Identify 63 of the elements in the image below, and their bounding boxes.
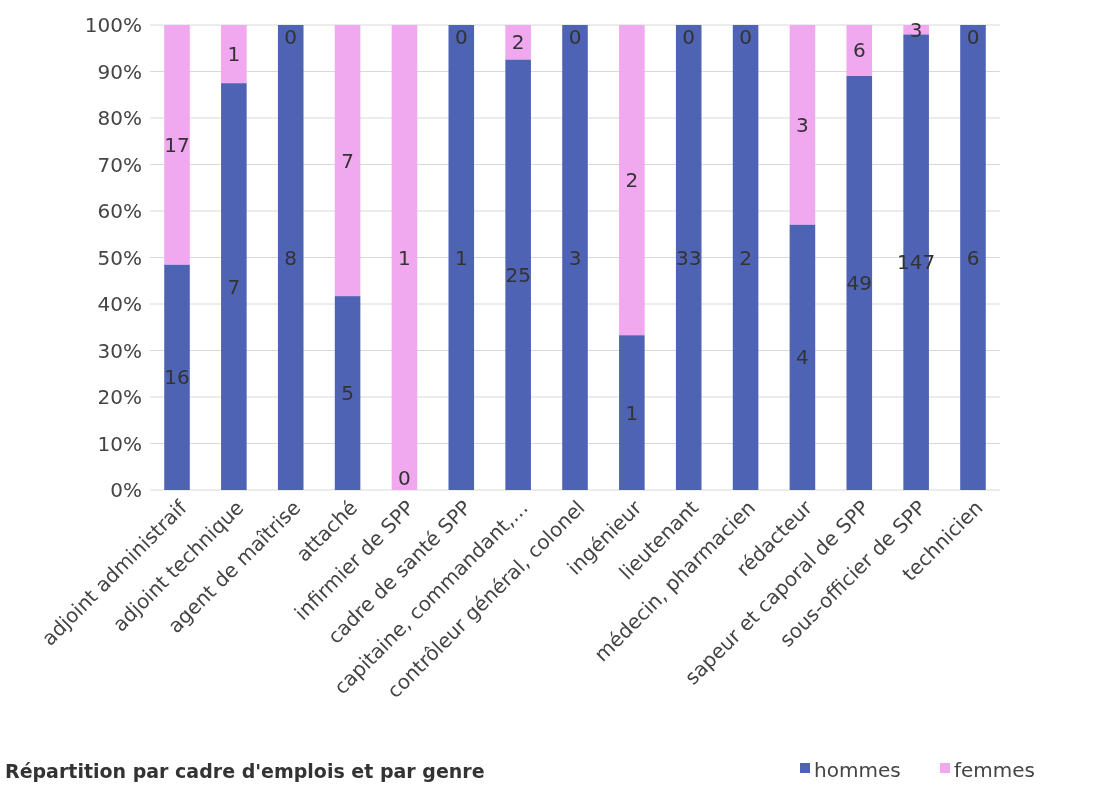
bar bbox=[789, 25, 816, 225]
bar bbox=[675, 25, 702, 490]
y-tick-label: 0% bbox=[110, 478, 142, 502]
y-tick-label: 90% bbox=[97, 59, 142, 84]
annotation: 1 bbox=[398, 245, 411, 270]
annotation: 17 bbox=[164, 132, 190, 157]
bar bbox=[334, 25, 361, 297]
bar bbox=[164, 264, 190, 490]
annotation: 1 bbox=[454, 245, 468, 270]
annotation: 0 bbox=[398, 466, 411, 490]
annotation: 2 bbox=[625, 168, 639, 193]
y-tick-label: 60% bbox=[97, 199, 142, 223]
annotation: 4 bbox=[796, 345, 809, 370]
bar bbox=[789, 224, 816, 490]
annotation: 7 bbox=[341, 148, 354, 173]
annotation: 3 bbox=[796, 112, 809, 137]
annotation: 0 bbox=[568, 25, 582, 49]
bar bbox=[732, 25, 759, 490]
bar bbox=[960, 25, 986, 490]
y-tick-label: 100% bbox=[84, 13, 142, 37]
bar bbox=[505, 59, 531, 490]
annotation: 33 bbox=[675, 245, 702, 270]
text: Répartition par cadre d'emplois et par genre bbox=[5, 760, 485, 782]
y-tick-label: 80% bbox=[97, 106, 142, 130]
y-tick-label: 40% bbox=[97, 292, 142, 316]
annotation: 2 bbox=[739, 245, 752, 270]
bar bbox=[221, 25, 247, 84]
bar bbox=[505, 25, 531, 60]
bar bbox=[846, 25, 873, 76]
annotation: 0 bbox=[682, 25, 696, 49]
annotation: 0 bbox=[454, 25, 468, 49]
bar bbox=[448, 25, 475, 490]
legend-label: hommes bbox=[814, 758, 901, 782]
annotation: 2 bbox=[511, 30, 525, 55]
bar bbox=[619, 335, 645, 490]
y-tick-label: 70% bbox=[97, 152, 142, 177]
bar bbox=[562, 25, 588, 490]
annotation: 6 bbox=[852, 38, 866, 63]
annotation: 3 bbox=[568, 245, 582, 270]
bar bbox=[334, 296, 361, 490]
legend-label: femmes bbox=[954, 758, 1036, 782]
annotation: 6 bbox=[966, 245, 980, 270]
annotation: 25 bbox=[505, 262, 531, 287]
annotation: 7 bbox=[227, 274, 241, 299]
y-tick-label: 50% bbox=[97, 245, 142, 270]
annotation: 0 bbox=[739, 25, 752, 49]
y-tick-label: 30% bbox=[97, 338, 142, 363]
annotation: 1 bbox=[227, 42, 241, 67]
bar bbox=[277, 25, 304, 490]
annotation: 5 bbox=[341, 381, 354, 406]
annotation: 0 bbox=[284, 25, 298, 49]
bar bbox=[221, 83, 247, 490]
bar bbox=[164, 25, 190, 265]
annotation: 16 bbox=[164, 365, 190, 390]
bar bbox=[846, 75, 873, 490]
annotation: 8 bbox=[284, 245, 298, 270]
bar bbox=[619, 25, 645, 336]
annotation: 1 bbox=[625, 400, 639, 425]
y-tick-label: 10% bbox=[97, 431, 142, 456]
y-tick-label: 20% bbox=[97, 385, 142, 409]
annotation: 0 bbox=[966, 25, 980, 49]
annotation: 49 bbox=[846, 270, 873, 295]
bar bbox=[391, 25, 418, 490]
